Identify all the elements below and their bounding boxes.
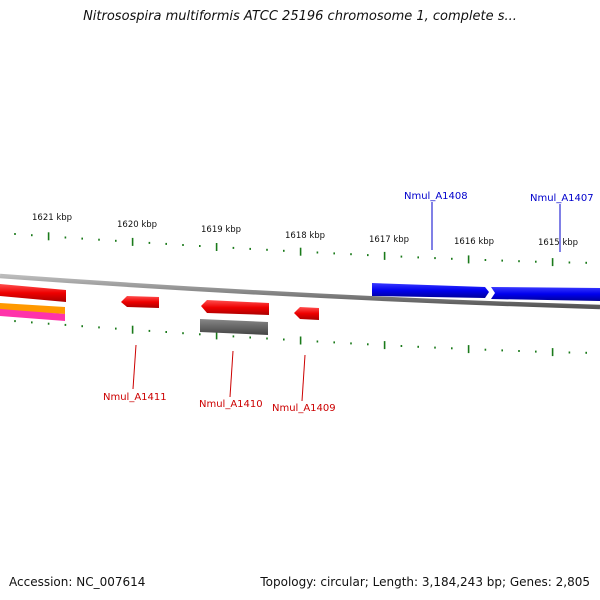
kbp-label: 1618 kbp	[285, 231, 325, 241]
feature-orange[interactable]	[0, 303, 65, 314]
gene-left-edge[interactable]	[0, 284, 66, 302]
forward-strand-genes	[372, 283, 600, 301]
gene-nmul-a1407[interactable]	[491, 287, 600, 301]
outer-tick-marks	[14, 232, 588, 267]
gene-label-nmul-a1411[interactable]: Nmul_A1411	[103, 392, 167, 403]
kbp-label: 1616 kbp	[454, 237, 494, 247]
gene-nmul-a1410[interactable]	[201, 300, 269, 315]
gene-label-nmul-a1409[interactable]: Nmul_A1409	[272, 403, 336, 414]
gene-labels: Nmul_A1408 Nmul_A1407 Nmul_A1411 Nmul_A1…	[103, 191, 594, 414]
inner-tick-marks	[14, 320, 588, 357]
kbp-labels: 1621 kbp 1620 kbp 1619 kbp 1618 kbp 1617…	[32, 213, 578, 248]
kbp-label: 1621 kbp	[32, 213, 72, 223]
gene-nmul-a1409[interactable]	[294, 307, 319, 320]
chromosome-backbone	[0, 273, 600, 310]
topology-stats-text: Topology: circular; Length: 3,184,243 bp…	[260, 575, 590, 589]
gene-label-nmul-a1410[interactable]: Nmul_A1410	[199, 399, 263, 410]
leader-lines	[132, 202, 561, 402]
reverse-strand-genes	[0, 284, 319, 335]
kbp-label: 1617 kbp	[369, 235, 409, 245]
kbp-label: 1620 kbp	[117, 220, 157, 230]
gene-nmul-a1408[interactable]	[372, 283, 489, 298]
kbp-label: 1619 kbp	[201, 225, 241, 235]
gene-label-nmul-a1407[interactable]: Nmul_A1407	[530, 193, 594, 204]
gene-label-nmul-a1408[interactable]: Nmul_A1408	[404, 191, 468, 202]
gene-nmul-a1411[interactable]	[121, 296, 159, 308]
feature-magenta[interactable]	[0, 309, 65, 321]
kbp-label: 1615 kbp	[538, 238, 578, 248]
accession-text: Accession: NC_007614	[9, 575, 146, 589]
page-title: Nitrosospira multiformis ATCC 25196 chro…	[83, 9, 517, 24]
feature-gray[interactable]	[200, 319, 268, 335]
